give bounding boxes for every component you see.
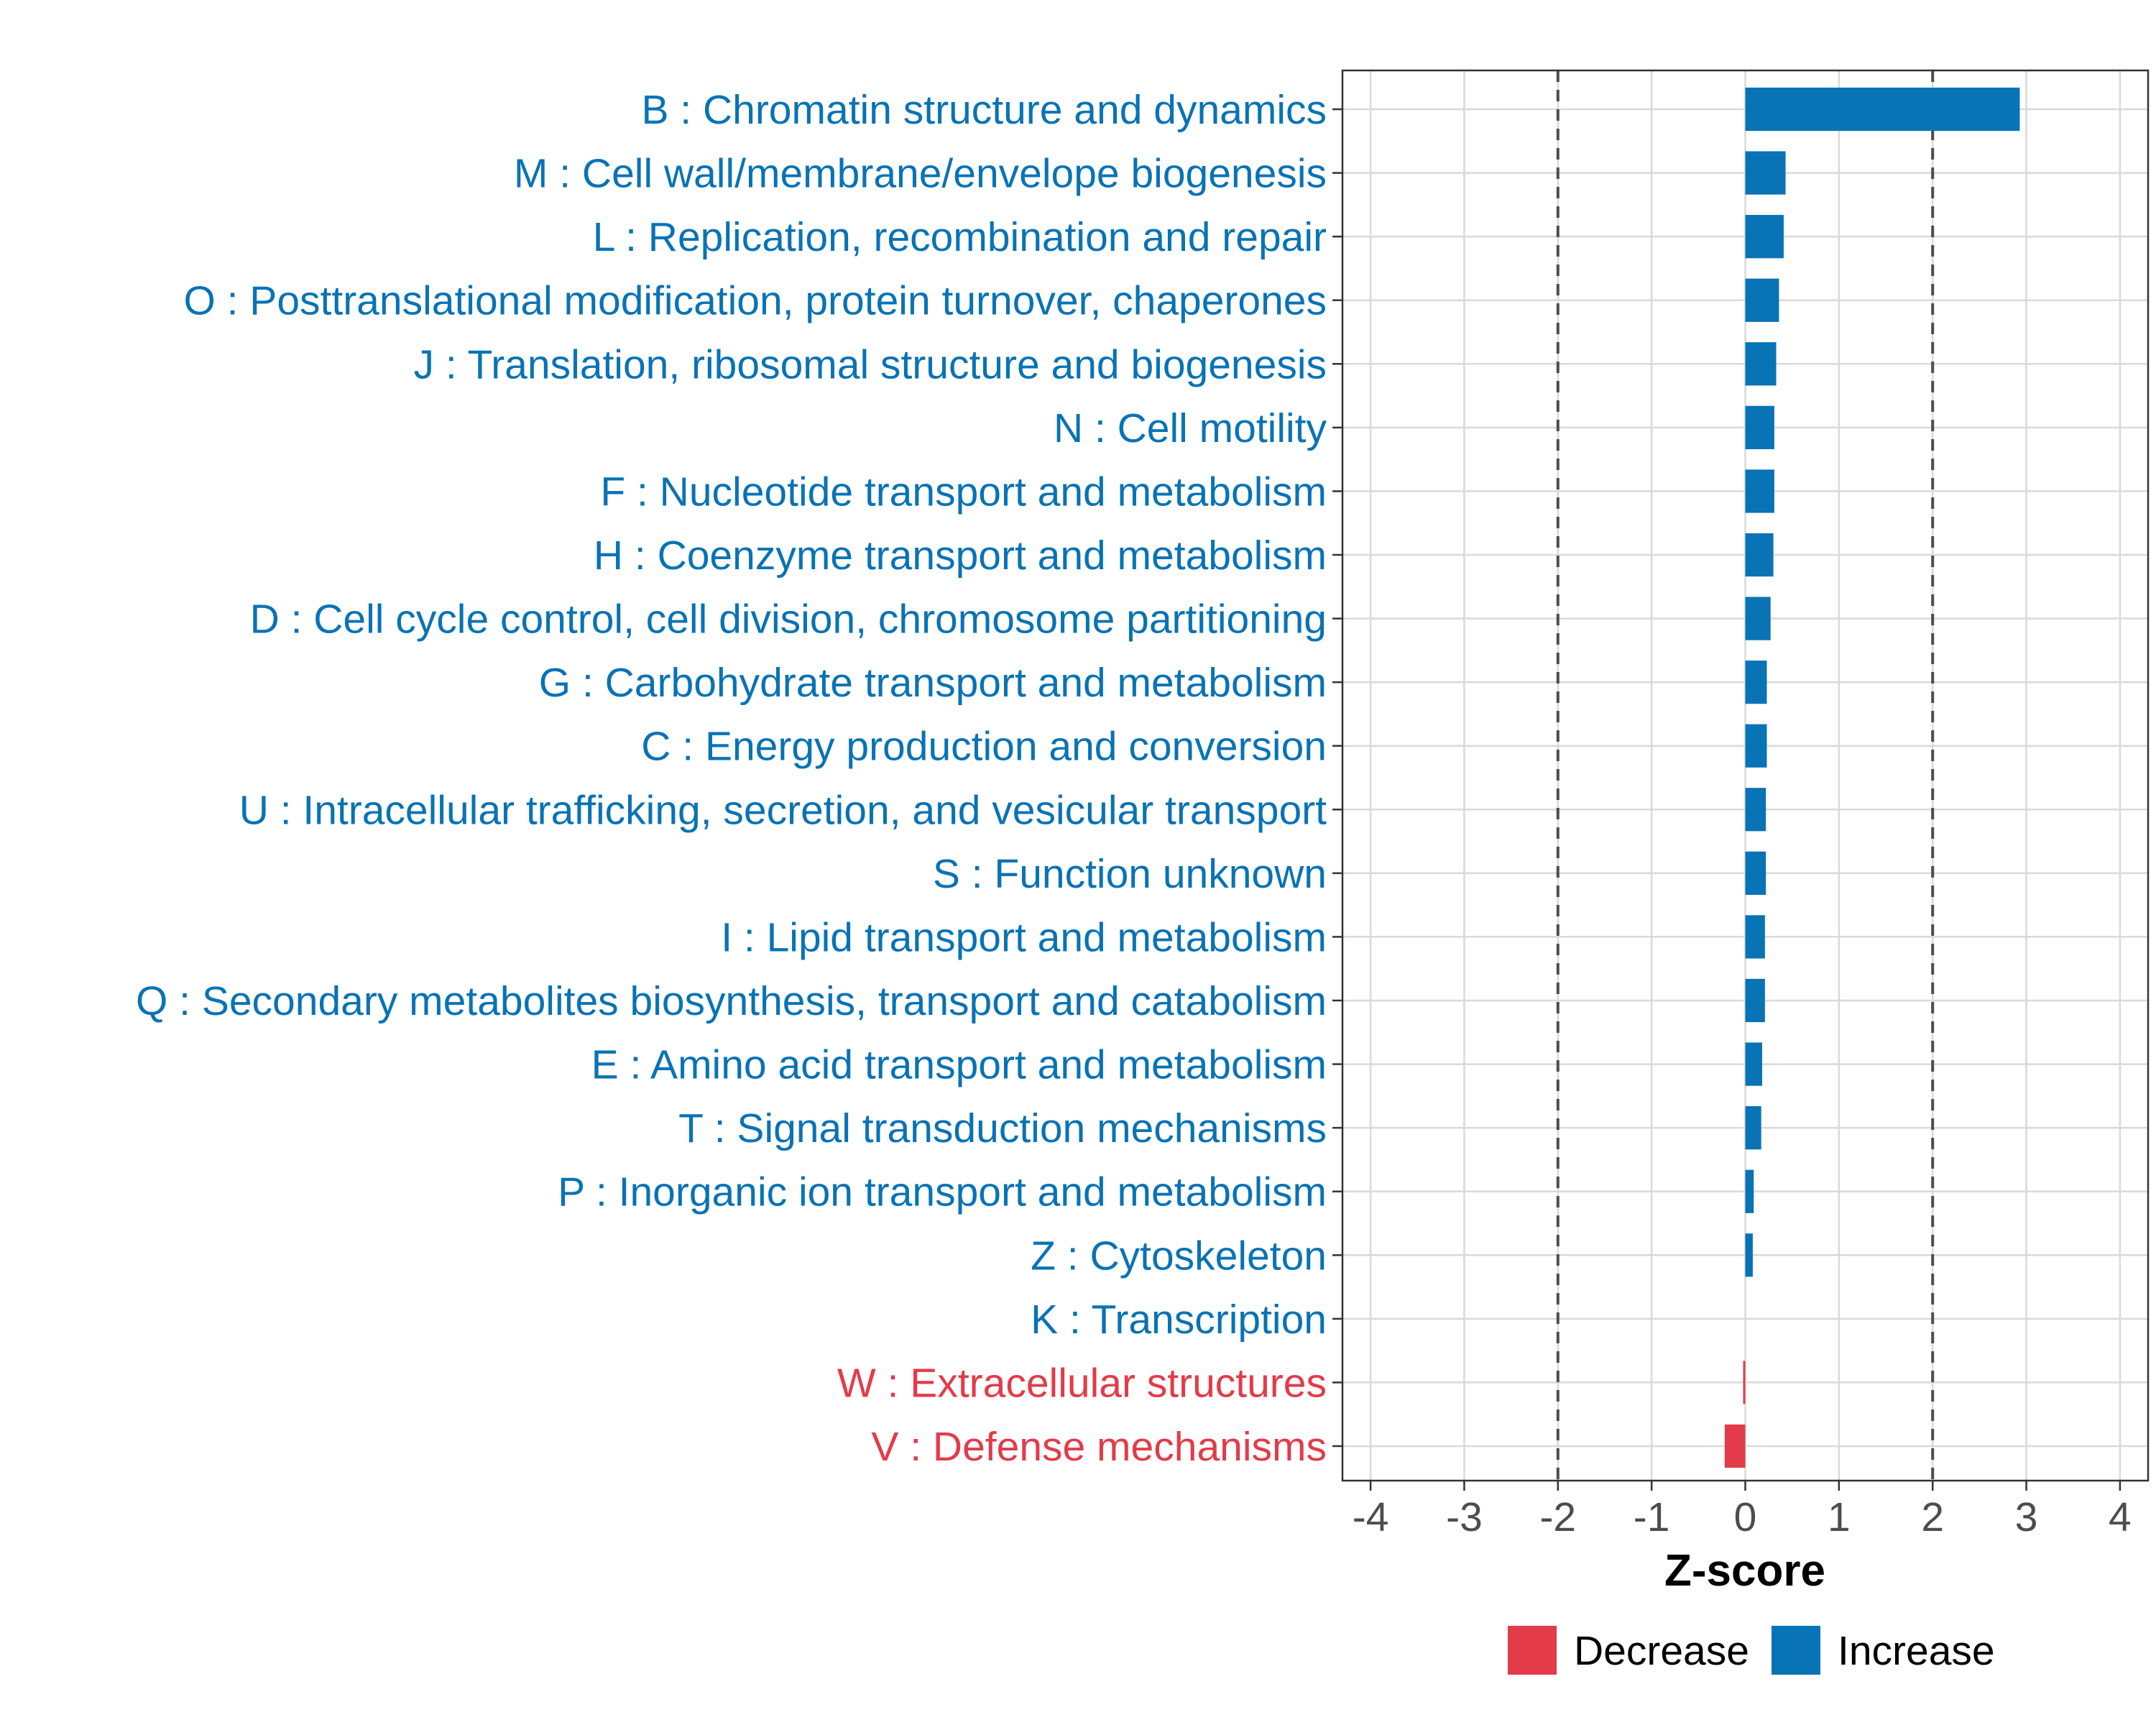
category-label: M : Cell wall/membrane/envelope biogenes…	[514, 151, 1327, 197]
bar	[1745, 405, 1774, 449]
category-label: F : Nucleotide transport and metabolism	[600, 469, 1327, 515]
legend-label-decrease: Decrease	[1574, 1628, 1749, 1674]
x-tick-label: -3	[1446, 1494, 1483, 1540]
bar	[1745, 533, 1774, 577]
category-label: J : Translation, ribosomal structure and…	[414, 341, 1327, 387]
category-label: L : Replication, recombination and repai…	[593, 214, 1327, 260]
bar	[1745, 1106, 1761, 1150]
category-label: W : Extracellular structures	[837, 1360, 1327, 1406]
bar	[1745, 661, 1767, 704]
x-tick-label: 0	[1734, 1494, 1757, 1540]
x-tick-label: -1	[1634, 1494, 1670, 1540]
legend-label-increase: Increase	[1838, 1628, 1995, 1674]
x-tick-label: -4	[1353, 1494, 1389, 1540]
bars	[1724, 87, 2020, 1468]
x-axis-ticks	[1369, 1481, 2122, 1491]
bar	[1745, 342, 1777, 386]
category-label: K : Transcription	[1031, 1297, 1327, 1343]
y-axis-ticks	[1332, 108, 1342, 1448]
bar	[1724, 1424, 1746, 1468]
bar	[1745, 1233, 1753, 1277]
category-label: O : Posttranslational modification, prot…	[183, 278, 1327, 324]
category-label: Q : Secondary metabolites biosynthesis, …	[136, 978, 1327, 1024]
bar	[1745, 1042, 1762, 1086]
bar	[1745, 87, 2020, 132]
y-axis-category-labels: B : Chromatin structure and dynamics M : …	[136, 87, 1327, 1470]
category-label: T : Signal transduction mechanisms	[678, 1105, 1327, 1151]
category-label: B : Chromatin structure and dynamics	[641, 87, 1327, 133]
category-label: I : Lipid transport and metabolism	[721, 914, 1327, 960]
category-label: D : Cell cycle control, cell division, c…	[250, 597, 1327, 643]
bar	[1745, 724, 1767, 768]
legend-key-decrease	[1508, 1626, 1557, 1675]
x-tick-label: -2	[1539, 1494, 1576, 1540]
x-axis-title: Z-score	[1664, 1546, 1825, 1596]
bar	[1745, 597, 1771, 640]
bar	[1745, 215, 1784, 259]
x-axis-tick-labels: -4 -3 -2 -1 0 1 2 3 4	[1353, 1494, 2132, 1540]
reference-lines	[1556, 70, 1935, 1481]
bar	[1745, 851, 1766, 895]
bar	[1745, 278, 1779, 322]
bar	[1745, 469, 1774, 513]
bar	[1745, 788, 1766, 832]
category-label: V : Defense mechanisms	[871, 1424, 1327, 1470]
bar	[1745, 915, 1765, 959]
x-tick-label: 2	[1921, 1494, 1944, 1540]
category-label: G : Carbohydrate transport and metabolis…	[539, 660, 1327, 706]
category-label: H : Coenzyme transport and metabolism	[594, 533, 1327, 579]
category-label: Z : Cytoskeleton	[1031, 1233, 1327, 1279]
x-tick-label: 1	[1828, 1494, 1851, 1540]
category-label: U : Intracellular trafficking, secretion…	[239, 787, 1327, 833]
legend-key-increase	[1772, 1626, 1820, 1675]
legend: Decrease Increase	[1508, 1626, 1995, 1675]
bar	[1745, 1169, 1754, 1213]
bar	[1745, 978, 1765, 1023]
category-label: E : Amino acid transport and metabolism	[591, 1042, 1327, 1088]
category-label: P : Inorganic ion transport and metaboli…	[558, 1169, 1327, 1215]
x-tick-label: 3	[2015, 1494, 2038, 1540]
bar	[1745, 151, 1786, 195]
category-label: C : Energy production and conversion	[641, 724, 1327, 770]
bar	[1743, 1361, 1746, 1404]
category-label: S : Function unknown	[933, 851, 1327, 897]
x-tick-label: 4	[2109, 1494, 2132, 1540]
category-label: N : Cell motility	[1054, 405, 1327, 451]
